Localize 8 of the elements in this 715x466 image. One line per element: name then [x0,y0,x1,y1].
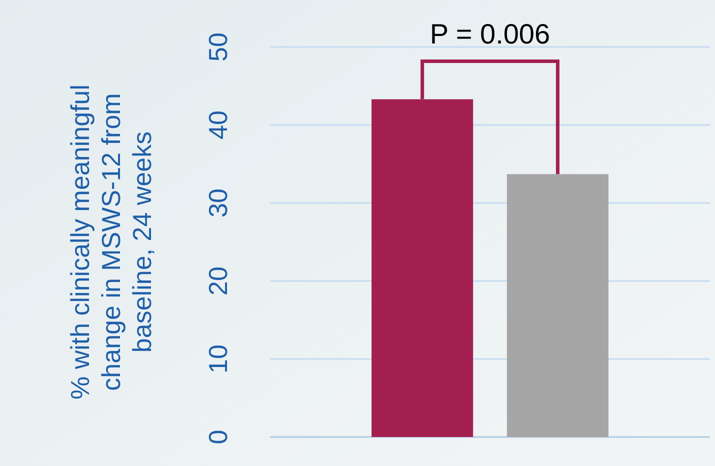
y-tick-label: 30 [203,188,233,218]
y-axis-title: % with clinically meaningful change in MSWS-12 from baseline, 24 weeks [65,84,157,400]
y-tick-label: 20 [203,266,233,296]
annotation: P = 0.006 [430,18,550,50]
y-tick-label: 50 [203,32,233,62]
y-tick-label: 40 [203,110,233,140]
y-tick-label: 10 [203,344,233,374]
y-tick-label: 0 [203,430,233,444]
